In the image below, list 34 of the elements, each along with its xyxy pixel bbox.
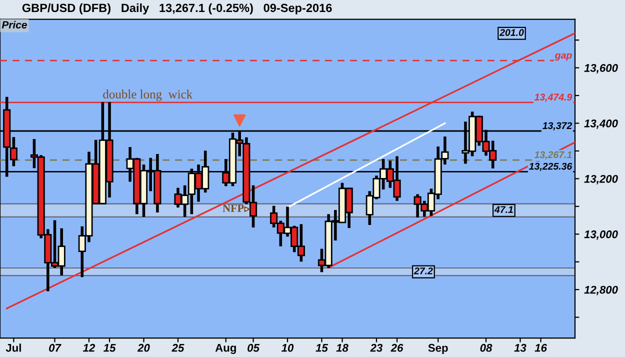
x-tick-label: 10 xyxy=(282,344,294,352)
x-tick-label: 13 xyxy=(514,344,526,352)
x-tick-label: 15 xyxy=(316,344,328,352)
x-tick-label: 26 xyxy=(390,344,404,352)
x-tick-label: 20 xyxy=(137,344,150,352)
x-tick-label: 16 xyxy=(534,344,548,352)
y-tick-label: 13,200 xyxy=(584,174,618,184)
x-tick-label: Jul xyxy=(6,344,21,352)
x-tick-label: Sep xyxy=(428,344,448,354)
y-tick-label: 12,800 xyxy=(584,286,618,296)
annotation: Price xyxy=(2,20,27,29)
annotation: 201.0 xyxy=(499,29,524,36)
ref-line-label: 13,372 xyxy=(542,122,572,130)
y-tick-label: 13,000 xyxy=(584,230,618,240)
x-tick-label: 12 xyxy=(82,344,96,352)
x-tick-label: 08 xyxy=(480,344,492,352)
x-tick-label: 07 xyxy=(49,344,62,352)
x-tick-label: 05 xyxy=(248,344,260,352)
y-tick-label: 13,400 xyxy=(584,120,618,129)
x-tick-label: Aug xyxy=(215,344,236,354)
chart-title: GBP/USD (DFB) Daily 13,267.1 (-0.25%) 09-Sep-2016 xyxy=(22,3,332,14)
x-tick-label: 23 xyxy=(370,344,383,352)
y-tick-label: 13,600 xyxy=(584,64,618,74)
x-tick-label: 25 xyxy=(172,344,184,352)
ref-line-label: 13,474.9 xyxy=(534,94,572,102)
band-label: 27.2 xyxy=(414,267,433,274)
ref-line-label: 13,267.1 xyxy=(534,151,572,160)
ref-line-label: 13,225.36 xyxy=(529,162,572,172)
annotation: NFP xyxy=(222,204,244,212)
annotation: double long wick xyxy=(103,90,193,102)
x-tick-label: 15 xyxy=(104,344,116,352)
band-label: 47.1 xyxy=(494,206,513,213)
ref-line-label: gap xyxy=(554,53,572,61)
x-tick-label: 18 xyxy=(336,344,348,352)
